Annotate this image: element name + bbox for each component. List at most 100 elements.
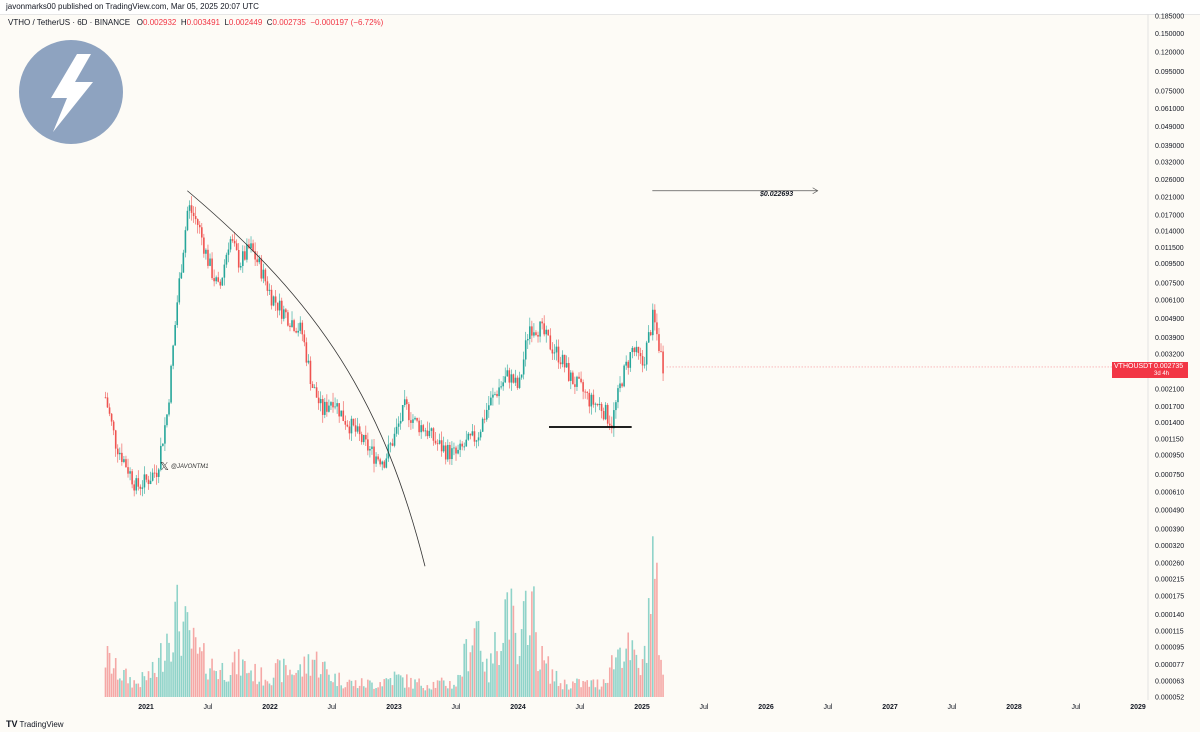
time-tick-label: Jul	[576, 704, 585, 711]
candle-body	[619, 383, 621, 389]
volume-bar	[285, 665, 287, 697]
volume-bar	[551, 669, 554, 697]
candle-body	[237, 249, 240, 268]
price-tick-label: 0.095000	[1155, 69, 1184, 76]
candle-body	[463, 446, 466, 448]
candle-body	[352, 418, 355, 426]
candle-body	[272, 296, 275, 306]
open-value: 0.002932	[143, 18, 177, 27]
time-tick-label: Jul	[452, 704, 461, 711]
volume-bar	[596, 679, 599, 697]
candle-body	[184, 230, 187, 253]
price-tick-label: 0.003900	[1155, 335, 1184, 342]
lightning-bolt-icon	[51, 54, 93, 132]
resistance-curve	[187, 190, 426, 567]
candle-body	[358, 426, 361, 435]
volume-bar	[477, 620, 480, 697]
volume-bar	[594, 687, 597, 697]
candle-body	[125, 459, 127, 468]
volume-bar	[461, 676, 463, 697]
time-tick-label: Jul	[328, 704, 337, 711]
candle-body	[529, 326, 531, 339]
candle-body	[289, 325, 291, 328]
candle-body	[176, 302, 179, 326]
candle-body	[280, 300, 283, 319]
time-axis[interactable]: 2021 Jul 2022 Jul 2023 Jul 2024 Jul 2025 Jul 2026 J…	[138, 704, 1146, 711]
candle-body	[239, 265, 242, 268]
price-tick-label: 0.049000	[1155, 124, 1184, 131]
candle-body	[656, 322, 658, 335]
volume-bar	[162, 671, 164, 697]
tradingview-brand[interactable]: TV TradingView	[6, 719, 64, 729]
price-tick-label: 0.026000	[1155, 177, 1184, 184]
volume-bar	[578, 679, 580, 697]
volume-bar	[600, 686, 603, 697]
volume-bar	[346, 681, 349, 697]
price-tick-label: 0.000320	[1155, 543, 1184, 550]
candle-body	[395, 426, 398, 434]
candle-body	[635, 346, 638, 353]
time-tick-label: 2022	[262, 704, 278, 711]
time-tick-label: 2027	[882, 704, 898, 711]
volume-bar	[465, 639, 468, 697]
candle-body	[235, 243, 238, 250]
candle-body	[643, 364, 646, 366]
time-tick-label: Jul	[824, 704, 833, 711]
volume-bar	[125, 668, 127, 697]
candle-body	[338, 403, 340, 417]
volume-bar	[231, 662, 234, 697]
volume-bar	[201, 651, 203, 697]
candle-body	[563, 354, 566, 368]
candle-body	[207, 249, 209, 266]
candle-body	[203, 237, 205, 254]
candle-body	[436, 443, 439, 445]
volume-bar	[227, 681, 230, 697]
price-axis[interactable]: 0.185000 0.150000 0.120000 0.095000 0.075000…	[1155, 14, 1184, 702]
candle-body	[565, 362, 568, 368]
candle-body	[227, 249, 230, 255]
candle-body	[346, 424, 349, 427]
candle-body	[291, 320, 293, 328]
volume-bar	[434, 687, 437, 697]
candle-body	[403, 399, 406, 406]
time-tick-label: 2028	[1006, 704, 1022, 711]
candle-body	[139, 486, 142, 489]
time-tick-label: 2029	[1130, 704, 1146, 711]
volume-bar	[375, 688, 377, 697]
volume-bar	[438, 680, 441, 697]
candle-body	[662, 351, 664, 374]
candle-body	[627, 361, 630, 368]
candle-body	[613, 410, 615, 429]
volume-bar	[133, 680, 135, 697]
volume-bar	[170, 661, 172, 697]
candle-body	[414, 417, 416, 420]
volume-bar	[529, 635, 531, 697]
candle-body	[557, 346, 560, 363]
volume-bar	[252, 681, 254, 697]
candle-body	[149, 480, 152, 485]
candle-body	[449, 444, 451, 460]
candle-body	[244, 251, 246, 260]
volume-bar	[108, 652, 111, 697]
volume-bar	[332, 682, 334, 697]
volume-bar	[531, 591, 533, 697]
price-tick-label: 0.000115	[1155, 628, 1184, 635]
published-note: javonmarks00 published on TradingView.co…	[6, 2, 259, 11]
candle-body	[600, 403, 603, 412]
symbol-name[interactable]: VTHO / TetherUS · 6D · BINANCE	[8, 18, 131, 27]
candle-body	[440, 440, 443, 452]
candle-body	[559, 362, 562, 365]
volume-bar	[367, 679, 369, 697]
candle-body	[223, 264, 226, 278]
volume-bar	[151, 661, 154, 697]
volume-bar	[110, 673, 113, 697]
volume-bar	[336, 686, 338, 697]
volume-bar	[576, 678, 578, 697]
candle-body	[133, 484, 135, 491]
candle-body	[602, 411, 605, 420]
volume-bar	[192, 627, 195, 697]
low-value: 0.002449	[228, 18, 263, 27]
change-value: −0.000197 (−6.72%)	[310, 18, 384, 27]
candle-body	[229, 239, 232, 250]
